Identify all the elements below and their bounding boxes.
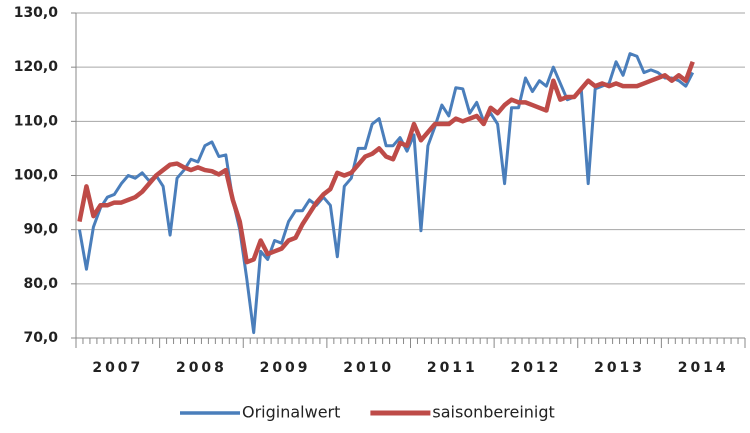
legend-label: Originalwert <box>242 403 340 422</box>
series-line <box>78 52 695 335</box>
x-tick-label: 2011 <box>427 360 478 376</box>
y-tick-label: 80,0 <box>23 276 58 292</box>
y-tick-label: 90,0 <box>23 222 58 238</box>
y-tick-label: 120,0 <box>14 59 59 75</box>
x-tick-label: 2012 <box>510 360 561 376</box>
y-tick-label: 100,0 <box>14 168 59 184</box>
x-tick-label: 2013 <box>594 360 645 376</box>
x-tick-label: 2008 <box>176 360 227 376</box>
legend-label: saisonbereinigt <box>432 403 554 422</box>
series-line <box>77 60 695 265</box>
x-tick-label: 2014 <box>678 360 729 376</box>
y-tick-label: 110,0 <box>14 113 59 129</box>
x-tick-label: 2010 <box>343 360 394 376</box>
y-tick-label: 70,0 <box>23 330 58 346</box>
x-tick-label: 2009 <box>260 360 311 376</box>
y-tick-label: 130,0 <box>14 5 59 21</box>
x-tick-label: 2007 <box>92 360 143 376</box>
